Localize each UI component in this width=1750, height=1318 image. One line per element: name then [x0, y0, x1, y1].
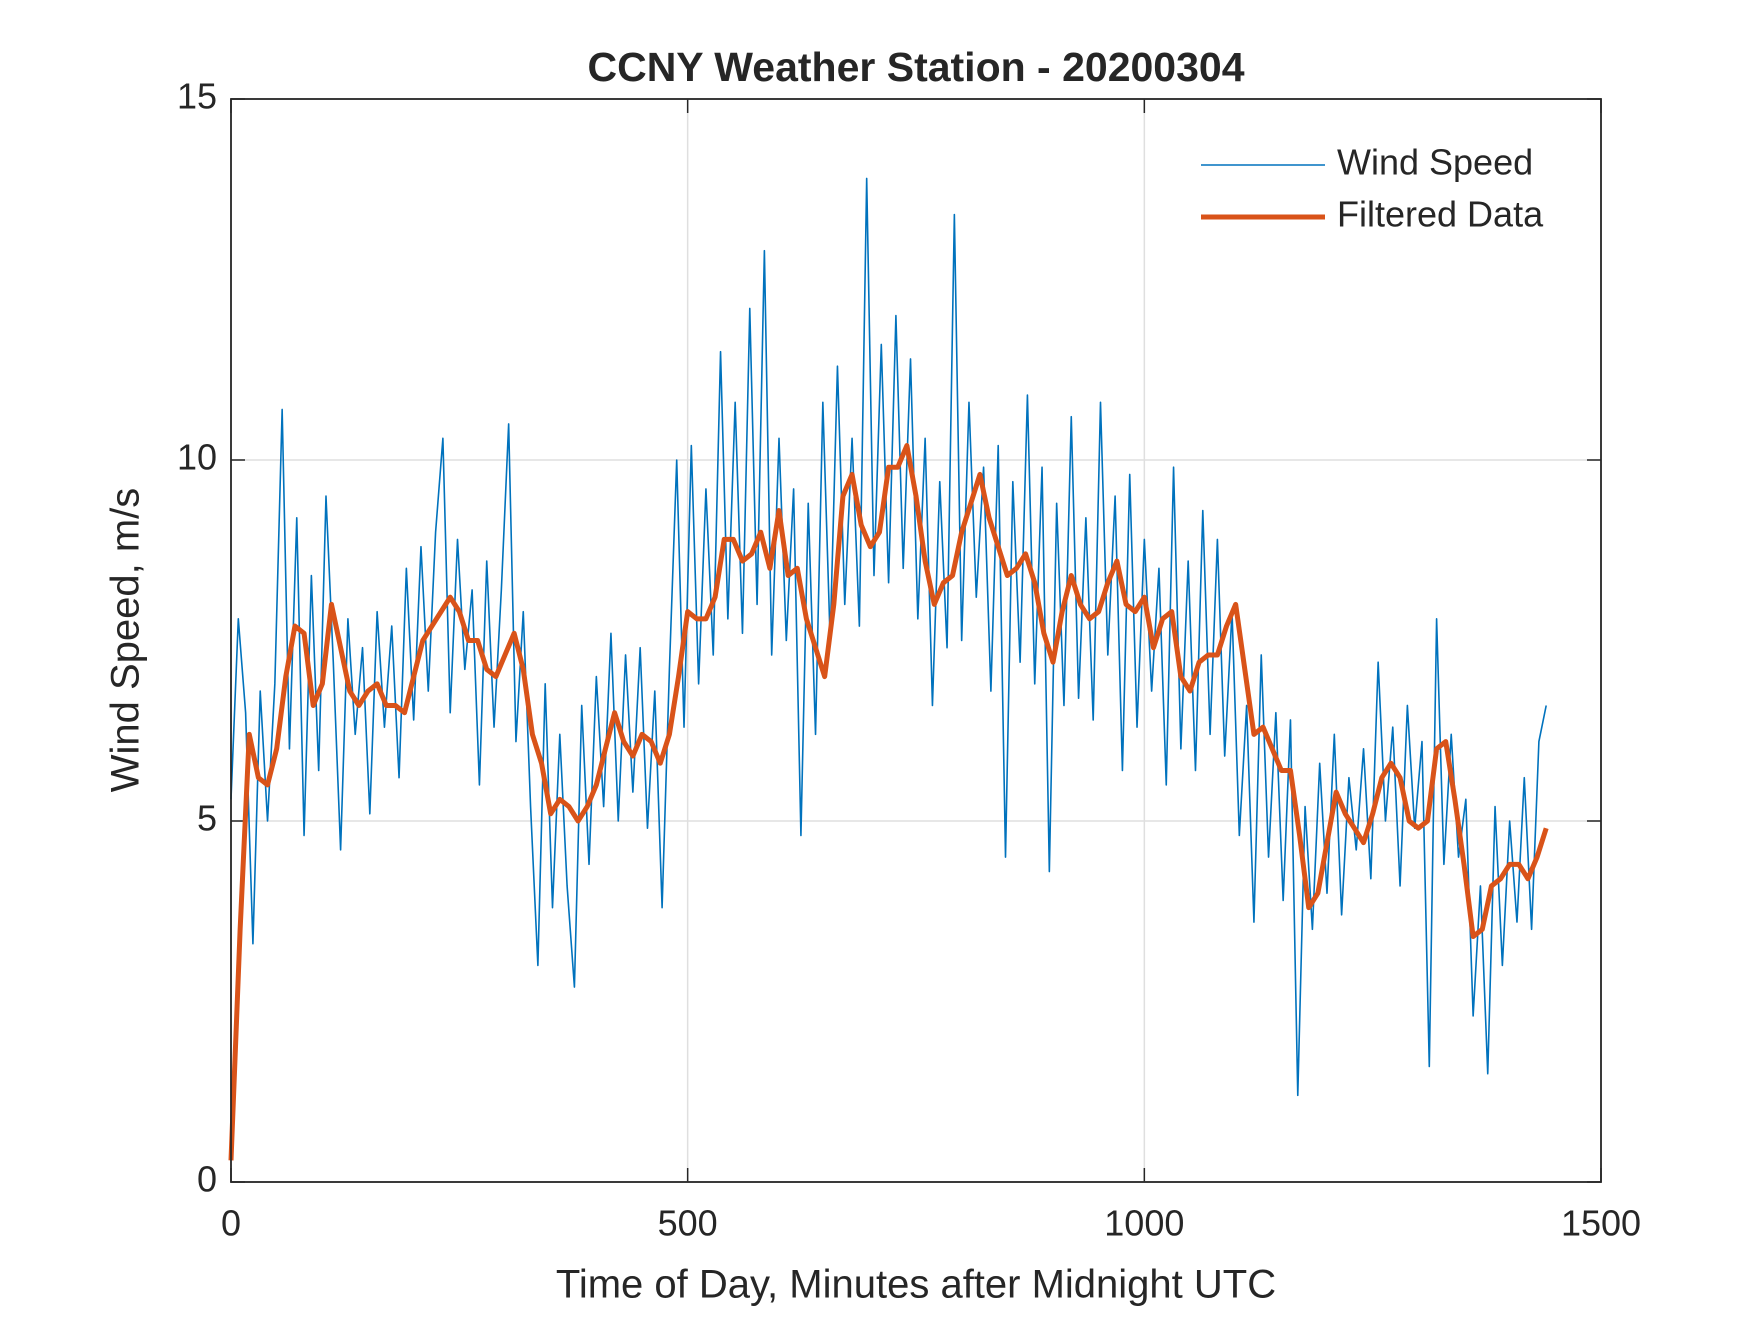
x-tick-label: 1000 — [1104, 1203, 1184, 1244]
y-tick-label: 15 — [177, 76, 217, 117]
x-tick-label: 1500 — [1561, 1203, 1641, 1244]
axes-box — [230, 98, 1602, 1183]
y-tick-label: 5 — [197, 798, 217, 839]
plot-area — [231, 99, 1601, 1182]
series-line — [228, 443, 1549, 1161]
x-axis-label: Time of Day, Minutes after Midnight UTC — [556, 1263, 1276, 1307]
y-tick-label: 10 — [177, 437, 217, 478]
legend-label: Filtered Data — [1337, 194, 1544, 235]
x-tick-label: 0 — [221, 1203, 241, 1244]
y-tick-label: 0 — [197, 1159, 217, 1200]
x-tick-label: 500 — [658, 1203, 718, 1244]
chart-title: CCNY Weather Station - 20200304 — [587, 44, 1244, 90]
series-line — [230, 177, 1547, 1097]
legend-label: Wind Speed — [1337, 142, 1533, 183]
y-axis-label: Wind Speed, m/s — [104, 488, 148, 793]
